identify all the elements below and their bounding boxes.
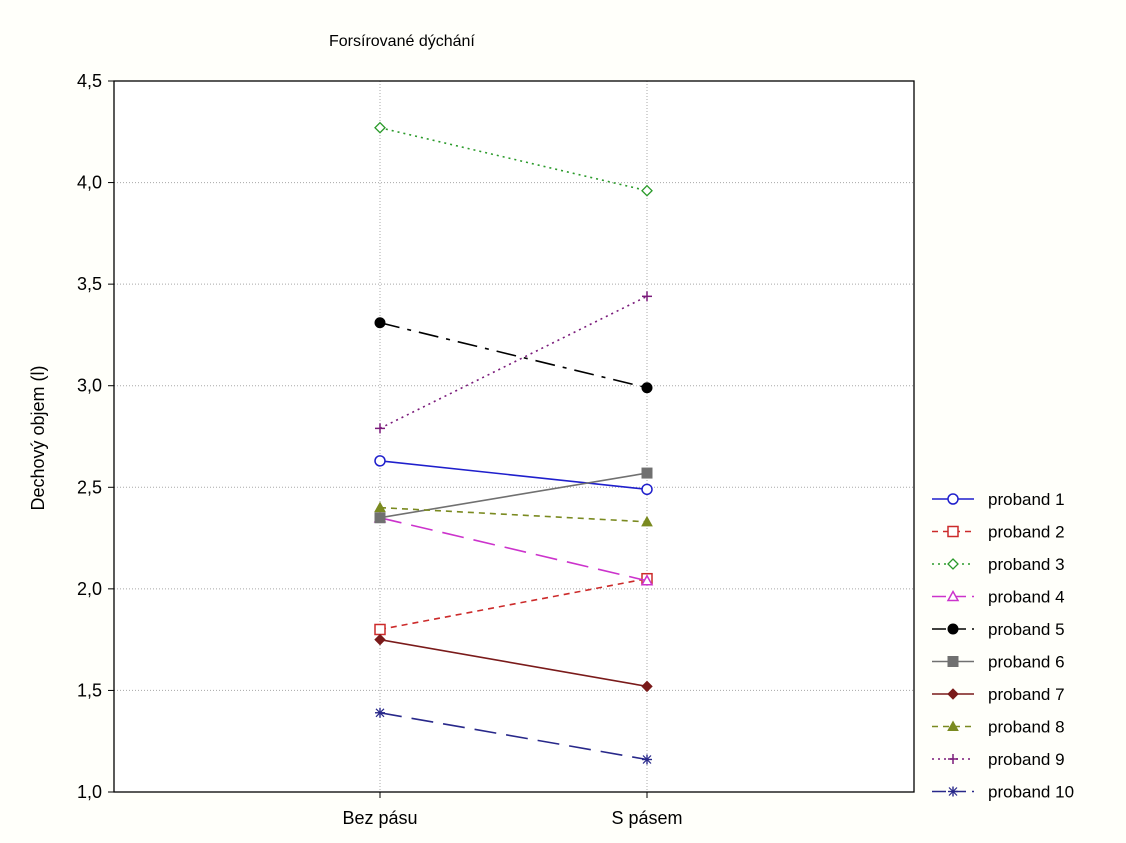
legend-marker [948, 786, 958, 797]
data-point [641, 382, 653, 394]
legend-item: proband 3 [932, 555, 1065, 574]
legend-marker [947, 688, 959, 700]
series-1 [374, 455, 653, 496]
data-point [374, 317, 386, 329]
series-7 [374, 633, 653, 693]
series-10 [375, 707, 652, 765]
legend: proband 1 proband 2 proband 3 proband 4 prob… [932, 490, 1074, 802]
legend-label: proband 6 [988, 653, 1065, 672]
y-tick-label: 1,5 [77, 680, 102, 700]
series-line [379, 321, 648, 389]
data-point [641, 680, 653, 693]
legend-marker [947, 493, 959, 505]
data-point [374, 623, 386, 636]
legend-label: proband 8 [988, 718, 1065, 737]
series-line [379, 126, 648, 192]
legend-item: proband 9 [932, 750, 1065, 769]
legend-item: proband 1 [932, 490, 1065, 509]
data-point [640, 574, 654, 586]
y-tick-label: 1,0 [77, 782, 102, 802]
legend-marker [947, 558, 959, 570]
legend-label: proband 10 [988, 783, 1074, 802]
series-3 [374, 121, 653, 197]
data-point [374, 455, 386, 467]
legend-item: proband 8 [932, 718, 1065, 737]
data-point [374, 633, 386, 646]
legend-label: proband 2 [988, 523, 1065, 542]
legend-item: proband 4 [932, 588, 1065, 607]
series-line [379, 516, 648, 582]
legend-label: proband 3 [988, 555, 1065, 574]
legend-item: proband 2 [932, 523, 1065, 542]
data-point [641, 467, 653, 479]
data-point [641, 184, 653, 197]
legend-label: proband 5 [988, 620, 1065, 639]
y-tick-label: 2,5 [77, 477, 102, 497]
data-point [641, 515, 653, 527]
series-8 [374, 501, 653, 527]
legend-label: proband 7 [988, 685, 1065, 704]
series-9 [375, 291, 652, 434]
legend-item: proband 5 [932, 620, 1065, 639]
marker-stroke [948, 787, 958, 796]
y-tick-label: 3,5 [77, 274, 102, 294]
y-tick-label: 4,5 [77, 71, 102, 91]
data-point [374, 512, 386, 524]
legend-marker [947, 623, 959, 635]
series-line [379, 577, 648, 631]
series-line [379, 638, 648, 688]
data-point [375, 707, 385, 718]
legend-marker [946, 589, 960, 602]
x-tick-label: S pásem [611, 808, 682, 828]
plot-background [114, 81, 914, 792]
y-tick-label: 2,0 [77, 579, 102, 599]
data-point [375, 423, 385, 434]
series-line [379, 295, 648, 430]
plot-frame [113, 80, 915, 793]
plot-area: 1,0 1,5 2,0 2,5 3,0 3,5 4,0 4,5 Bez pásu S pásem [77, 71, 915, 828]
data-point [642, 291, 652, 302]
data-point [374, 501, 386, 513]
data-point [642, 754, 652, 765]
x-tick-label: Bez pásu [342, 808, 417, 828]
legend-item: proband 10 [932, 783, 1074, 802]
marker-stroke [642, 755, 652, 764]
marker-stroke [375, 708, 385, 718]
data-point [374, 121, 386, 134]
legend-item: proband 6 [932, 653, 1065, 672]
chart-title: Forsírované dýchání [329, 33, 475, 50]
legend-label: proband 1 [988, 490, 1065, 509]
y-tick-label: 4,0 [77, 173, 102, 193]
legend-marker [947, 720, 959, 731]
legend-label: proband 9 [988, 750, 1065, 769]
legend-item: proband 7 [932, 685, 1065, 704]
legend-marker [947, 656, 959, 667]
legend-label: proband 4 [988, 588, 1065, 607]
legend-marker [947, 525, 959, 538]
data-point [641, 483, 653, 496]
series-5 [374, 317, 653, 394]
series-line [379, 711, 648, 761]
series-line [379, 506, 648, 523]
series-line [379, 460, 648, 491]
y-axis-label: Dechový objem (l) [28, 365, 48, 510]
legend-marker [948, 754, 958, 764]
y-tick-label: 3,0 [77, 376, 102, 396]
